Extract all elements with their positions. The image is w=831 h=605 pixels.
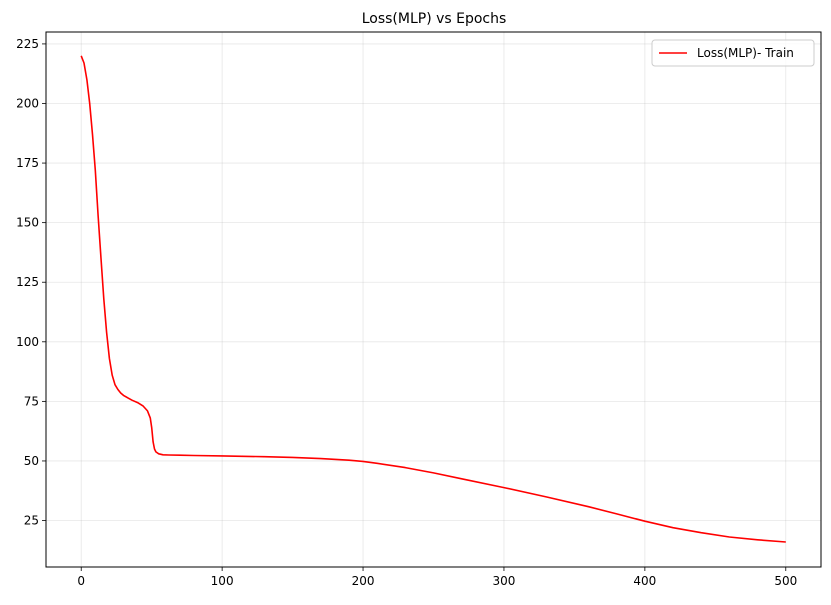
y-tick-label: 25 [24,514,39,528]
x-tick-label: 100 [211,574,234,588]
y-tick-label: 125 [16,275,39,289]
x-tick-label: 500 [774,574,797,588]
y-tick-label: 50 [24,454,39,468]
legend-label: Loss(MLP)- Train [697,46,794,60]
y-tick-label: 75 [24,394,39,408]
plot-frame [45,31,822,568]
series-line-loss-train [80,55,786,543]
axis-ticks: 0 100 200 300 400 500 25 50 75 100 125 150 175 200 225 [16,37,797,588]
y-tick-label: 150 [16,216,39,230]
y-tick-label: 175 [16,156,39,170]
chart-title: Loss(MLP) vs Epochs [362,11,507,27]
grid-lines [46,32,821,567]
series-lines [80,55,786,543]
y-tick-label: 100 [16,335,39,349]
x-tick-label: 200 [352,574,375,588]
y-tick-label: 200 [16,96,39,110]
x-tick-label: 300 [493,574,516,588]
x-tick-label: 0 [77,574,85,588]
legend: Loss(MLP)- Train [651,39,815,67]
x-tick-label: 400 [633,574,656,588]
legend-box [651,39,815,67]
y-tick-label: 225 [16,37,39,51]
